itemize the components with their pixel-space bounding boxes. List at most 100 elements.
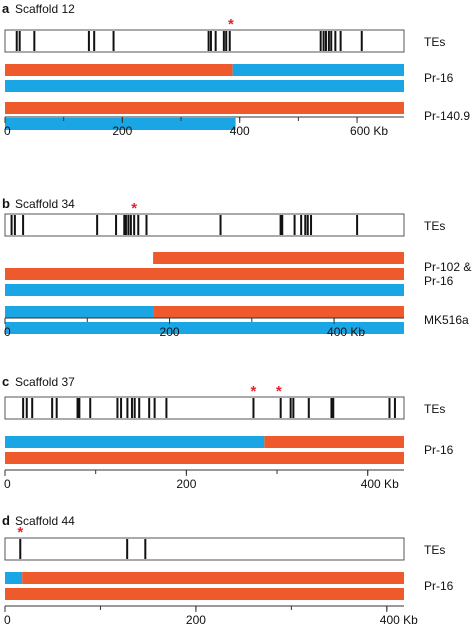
- te-mark: [78, 398, 81, 418]
- te-mark: [219, 215, 222, 235]
- asterisk-marker: *: [228, 16, 234, 33]
- te-mark: [322, 31, 325, 51]
- te-mark: [281, 215, 284, 235]
- te-mark: [207, 31, 210, 51]
- panel-letter: c: [2, 374, 9, 389]
- te-mark: [225, 31, 228, 51]
- scaffold-title: Scaffold 37: [15, 375, 75, 389]
- axis-tick-label: 0: [4, 613, 11, 626]
- track-label: Pr-102 & Pr-16: [424, 260, 471, 288]
- asterisk-marker: *: [251, 383, 257, 400]
- axis-tick-label: 400 Kb: [361, 477, 399, 491]
- axis-tick-label: 400 Kb: [327, 325, 365, 339]
- te-label: TEs: [424, 543, 445, 557]
- axis-tick-label: 200: [176, 477, 196, 491]
- track-label: MK516a: [424, 313, 469, 327]
- axis-tick-label: 400: [230, 124, 250, 138]
- haplotype-segment-orange: [264, 436, 404, 448]
- te-mark: [25, 398, 28, 418]
- haplotype-segment-blue: [5, 306, 154, 318]
- panel-a: a Scaffold 12 * TEs Pr-16 Pr-140.9 0 200 400 600 …: [2, 1, 470, 138]
- asterisk-marker: *: [17, 524, 23, 541]
- axis-tick-label: 200: [112, 124, 132, 138]
- te-mark: [393, 398, 396, 418]
- haplotype-segment-orange: [22, 572, 404, 584]
- haplotype-segment-blue: [5, 284, 404, 296]
- haplotype-segment-orange: [5, 588, 404, 600]
- axis-tick-label: 200: [186, 613, 206, 626]
- scaffold-title: Scaffold 12: [15, 2, 75, 16]
- te-mark: [89, 398, 92, 418]
- te-mark: [360, 31, 363, 51]
- te-mark: [214, 31, 217, 51]
- haplotype-segment-blue: [5, 118, 236, 130]
- panel-c: c Scaffold 37 * * TEs Pr-16 0 200 400 Kb: [2, 374, 454, 491]
- te-mark: [15, 31, 18, 51]
- te-mark: [129, 215, 132, 235]
- track-label: Pr-16: [424, 71, 454, 85]
- te-mark: [145, 215, 148, 235]
- te-mark: [126, 539, 129, 559]
- te-mark: [279, 215, 282, 235]
- te-mark: [209, 31, 212, 51]
- te-mark: [22, 215, 25, 235]
- panel-b: b Scaffold 34 * TEs Pr-102 & Pr-16 MK516a 0 200 4…: [2, 196, 471, 339]
- te-mark: [319, 31, 322, 51]
- haplotype-segment-orange: [5, 64, 233, 76]
- haplotype-segment-orange: [5, 102, 404, 114]
- haplotype-segment-blue: [5, 572, 23, 584]
- asterisk-marker: *: [131, 200, 137, 217]
- te-mark: [306, 215, 309, 235]
- te-mark: [96, 215, 99, 235]
- te-track-box: [4, 213, 405, 237]
- scaffold-title: Scaffold 44: [15, 514, 75, 528]
- te-mark: [10, 215, 13, 235]
- axis-tick-label: 0: [4, 477, 11, 491]
- te-mark: [138, 398, 141, 418]
- te-mark: [120, 398, 123, 418]
- te-mark: [124, 215, 127, 235]
- te-mark: [289, 398, 292, 418]
- te-mark: [19, 539, 22, 559]
- te-label: TEs: [424, 35, 445, 49]
- te-mark: [300, 215, 303, 235]
- te-mark: [339, 31, 342, 51]
- haplotype-segment-orange: [5, 268, 404, 280]
- te-mark: [330, 31, 333, 51]
- panel-d: d Scaffold 44* TEs Pr-16 0 200 400 Kb: [2, 513, 454, 626]
- te-track-box: [4, 29, 405, 53]
- te-mark: [310, 215, 313, 235]
- te-mark: [307, 398, 310, 418]
- te-mark: [31, 398, 34, 418]
- te-mark: [22, 398, 25, 418]
- te-mark: [18, 31, 21, 51]
- te-mark: [51, 398, 54, 418]
- te-mark: [327, 31, 330, 51]
- te-mark: [133, 215, 136, 235]
- haplotype-segment-orange: [153, 252, 404, 264]
- haplotype-segment-blue: [5, 80, 404, 92]
- te-mark: [148, 398, 151, 418]
- panel-letter: a: [2, 1, 10, 16]
- te-mark: [165, 398, 168, 418]
- te-mark: [76, 398, 79, 418]
- haplotype-segment-blue: [232, 64, 404, 76]
- te-mark: [137, 215, 140, 235]
- te-mark: [324, 31, 327, 51]
- axis-tick-label: 0: [4, 325, 11, 339]
- te-mark: [127, 215, 130, 235]
- te-mark: [133, 398, 136, 418]
- te-mark: [228, 31, 231, 51]
- te-label: TEs: [424, 219, 445, 233]
- te-track-box: [4, 396, 405, 420]
- te-mark: [112, 31, 115, 51]
- te-mark: [130, 398, 133, 418]
- haplotype-segment-orange: [153, 306, 404, 318]
- axis-tick-label: 400 Kb: [380, 613, 418, 626]
- te-mark: [87, 31, 90, 51]
- track-label: Pr-16: [424, 579, 454, 593]
- te-mark: [252, 398, 255, 418]
- asterisk-marker: *: [276, 383, 282, 400]
- panel-letter: b: [2, 196, 10, 211]
